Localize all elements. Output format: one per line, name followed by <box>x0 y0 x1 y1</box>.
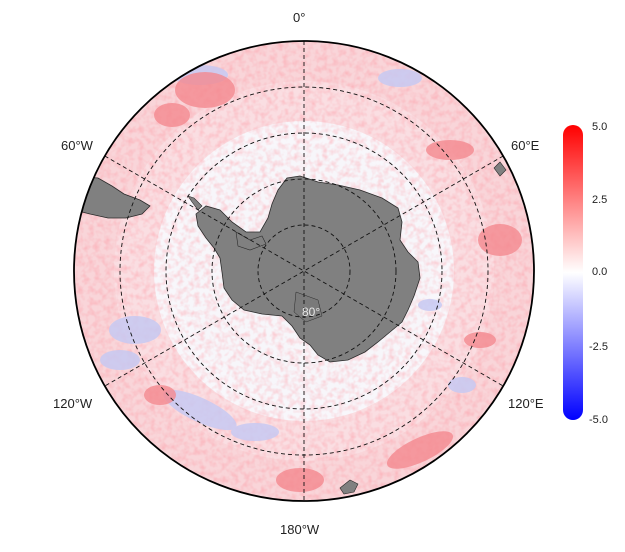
new-zealand-land <box>339 479 359 495</box>
lon-label-120w: 120°W <box>53 396 93 411</box>
colorbar-tick-max: 5.0 <box>592 121 608 133</box>
negative-anomaly-patches <box>100 65 476 441</box>
lon-label-180: 180°W <box>280 522 320 537</box>
lon-label-120e: 120°E <box>508 396 544 411</box>
lon-label-60w: 60°W <box>61 138 93 153</box>
colorbar-tick-upper: 2.5 <box>592 194 608 206</box>
south-america-land <box>74 175 151 219</box>
data-field <box>74 41 534 501</box>
latitude-circle-70 <box>211 178 397 364</box>
lon-label-60e: 60°E <box>511 138 540 153</box>
lon-label-0: 0° <box>293 10 306 25</box>
colorbar-tick-min: -5.0 <box>589 414 608 426</box>
colorbar-tick-zero: 0.0 <box>592 266 608 278</box>
antarctic-peninsula <box>187 195 203 211</box>
latitude-circle-60 <box>165 132 443 410</box>
map-boundary <box>73 40 535 502</box>
graticule <box>104 41 504 501</box>
colorbar-tick-lower: -2.5 <box>589 341 608 353</box>
australia-land <box>493 161 507 177</box>
latitude-label-80: 80° <box>302 305 321 319</box>
colorbar <box>563 125 583 420</box>
